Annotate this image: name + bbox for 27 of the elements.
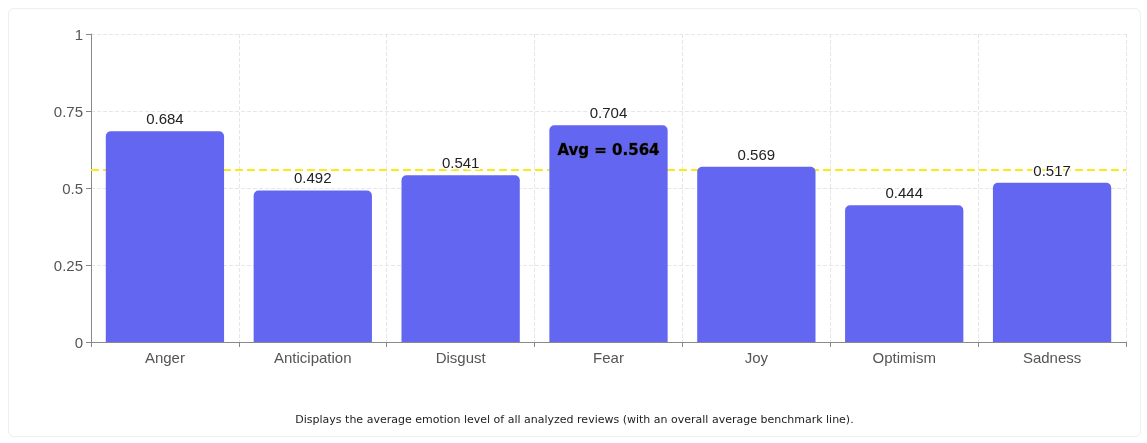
y-tick-label: 0.5 (62, 179, 83, 197)
text: Displays the average emotion level of all analyzed reviews (with an overall average benchmark line). (294, 413, 855, 426)
data-label: 0.492 (294, 169, 332, 187)
x-tick-label: Optimism (872, 349, 936, 366)
bar (992, 182, 1112, 342)
bar (549, 125, 668, 342)
bar (845, 205, 964, 342)
bar (401, 175, 520, 342)
bar (253, 190, 372, 342)
data-label: 0.541 (441, 154, 480, 172)
x-tick-label: Sadness (1022, 349, 1082, 366)
data-label: 0.444 (885, 184, 923, 202)
x-tick-label: Anticipation (274, 349, 352, 366)
x-tick-label: Anger (144, 349, 185, 366)
x-tick-label: Fear (593, 349, 624, 366)
y-tick-label: 0.75 (53, 102, 83, 120)
y-tick-label: 0.25 (53, 256, 83, 274)
data-label: 0.704 (589, 104, 628, 122)
x-tick-label: Disgust (435, 349, 487, 366)
bar (697, 166, 816, 342)
data-label: 0.684 (146, 110, 184, 128)
x-tick-label: Joy (744, 349, 769, 366)
data-label: 0.569 (737, 145, 776, 163)
ref-line-label: Avg = 0.564 (557, 141, 660, 160)
y-tick-label: 1 (74, 25, 83, 43)
bar (105, 131, 225, 342)
y-tick-label: 0 (74, 333, 83, 351)
